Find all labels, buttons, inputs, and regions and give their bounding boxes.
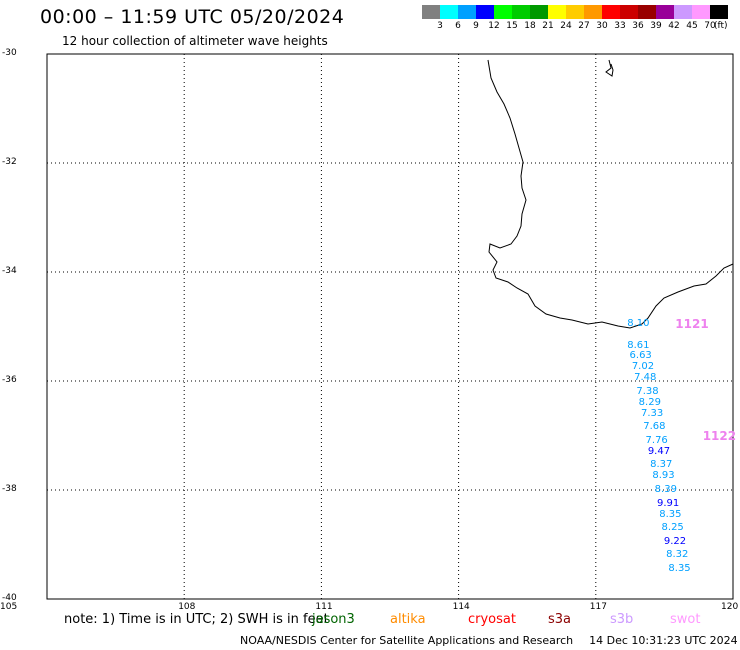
- swh-value: 8.61: [627, 339, 650, 351]
- legend-note: note: 1) Time is in UTC; 2) SWH is in fe…: [64, 612, 329, 627]
- legend-item-cryosat: cryosat: [468, 612, 516, 627]
- color-scale-tick: 18: [524, 21, 536, 31]
- color-scale-tick: 42: [668, 21, 680, 31]
- color-scale-tick: 30: [596, 21, 608, 31]
- swh-value: 9.91: [656, 497, 680, 509]
- color-scale-tick: 36: [632, 21, 644, 31]
- swh-value: 8.32: [666, 549, 689, 561]
- swh-value: 9.47: [647, 445, 671, 457]
- legend-item-s3b: s3b: [610, 612, 634, 627]
- color-scale-tick: 3: [437, 21, 443, 31]
- pass-label: 1122: [702, 428, 737, 443]
- color-scale-tick: 45: [686, 21, 698, 31]
- color-scale-tick: 15: [506, 21, 518, 31]
- lat-label: -32: [2, 157, 17, 167]
- swh-value: 8.35: [659, 508, 682, 520]
- pass-label: 1121: [675, 316, 709, 331]
- lat-label: -34: [2, 266, 17, 276]
- legend-item-swot: swot: [670, 612, 701, 627]
- swh-value: 8.39: [654, 484, 677, 495]
- swh-value: 9.22: [663, 535, 687, 547]
- color-scale-tick: 27: [578, 21, 590, 31]
- legend-item-s3a: s3a: [548, 612, 572, 627]
- swh-value: 7.48: [634, 372, 657, 384]
- color-scale-tick: 24: [560, 21, 572, 31]
- color-scale-tick: 39: [650, 21, 662, 31]
- lon-label: 105: [0, 602, 18, 612]
- map-frame: [46, 53, 734, 600]
- color-scale-tick: 6: [455, 21, 461, 31]
- color-scale-tick: 9: [473, 21, 479, 31]
- swh-value: 6.63: [629, 350, 652, 362]
- lat-label: -38: [2, 484, 17, 494]
- footer: NOAA/NESDIS Center for Satellite Applica…: [240, 634, 738, 647]
- color-swatch: [602, 5, 620, 19]
- footer-credit: NOAA/NESDIS Center for Satellite Applica…: [240, 634, 574, 647]
- footer-timestamp: 14 Dec 10:31:23 UTC 2024: [589, 634, 738, 647]
- color-scale-unit: (ft): [714, 21, 728, 31]
- swh-value: 8.35: [668, 563, 691, 575]
- swh-value: 8.10: [627, 317, 650, 329]
- color-scale-tick: 21: [542, 21, 554, 31]
- lat-label: -40: [2, 593, 17, 603]
- color-swatch: [440, 5, 458, 19]
- swh-value: 8.37: [650, 459, 673, 471]
- page-title: 00:00 – 11:59 UTC 05/20/2024: [40, 6, 345, 28]
- lat-label: -30: [2, 48, 17, 58]
- swh-value: 8.25: [661, 522, 684, 534]
- color-swatch: [620, 5, 638, 19]
- color-swatch: [638, 5, 656, 19]
- swh-value: 7.33: [640, 407, 664, 419]
- swh-value: 7.68: [643, 421, 666, 433]
- color-swatch: [692, 5, 710, 19]
- color-scale-tick: 33: [614, 21, 626, 31]
- swh-value: 7.02: [631, 361, 655, 373]
- color-scale-tick: 70: [704, 21, 716, 31]
- island: [605, 59, 614, 77]
- lat-label: -36: [2, 375, 17, 385]
- color-swatch: [494, 5, 512, 19]
- lon-label: 114: [452, 602, 470, 612]
- color-scale-tick: 12: [488, 21, 500, 31]
- swh-value: 8.29: [638, 396, 661, 408]
- map-grid: [47, 54, 733, 599]
- legend-item-altika: altika: [390, 612, 426, 627]
- color-scale: [422, 5, 728, 19]
- page-subtitle: 12 hour collection of altimeter wave hei…: [62, 34, 328, 48]
- color-scale-labels: 3 6 9 12 15 18 21 24 27 30 33 36 39 42 45 70: [422, 21, 740, 33]
- lon-label: 108: [178, 602, 196, 612]
- color-swatch: [530, 5, 548, 19]
- color-swatch: [458, 5, 476, 19]
- swh-value: 7.76: [645, 434, 668, 446]
- lon-label: 111: [315, 602, 333, 612]
- color-swatch: [656, 5, 674, 19]
- color-swatch: [674, 5, 692, 19]
- coastline: [487, 59, 734, 329]
- color-swatch: [476, 5, 494, 19]
- swh-value: 7.38: [636, 385, 659, 397]
- lon-label: 120: [721, 602, 739, 612]
- color-swatch: [566, 5, 584, 19]
- color-swatch: [710, 5, 728, 19]
- color-swatch: [548, 5, 566, 19]
- color-swatch: [512, 5, 530, 19]
- color-swatch: [584, 5, 602, 19]
- color-swatch: [422, 5, 440, 19]
- legend-item-jason3: jason3: [312, 612, 355, 627]
- lon-label: 117: [589, 602, 607, 612]
- swh-value: 8.93: [652, 470, 675, 482]
